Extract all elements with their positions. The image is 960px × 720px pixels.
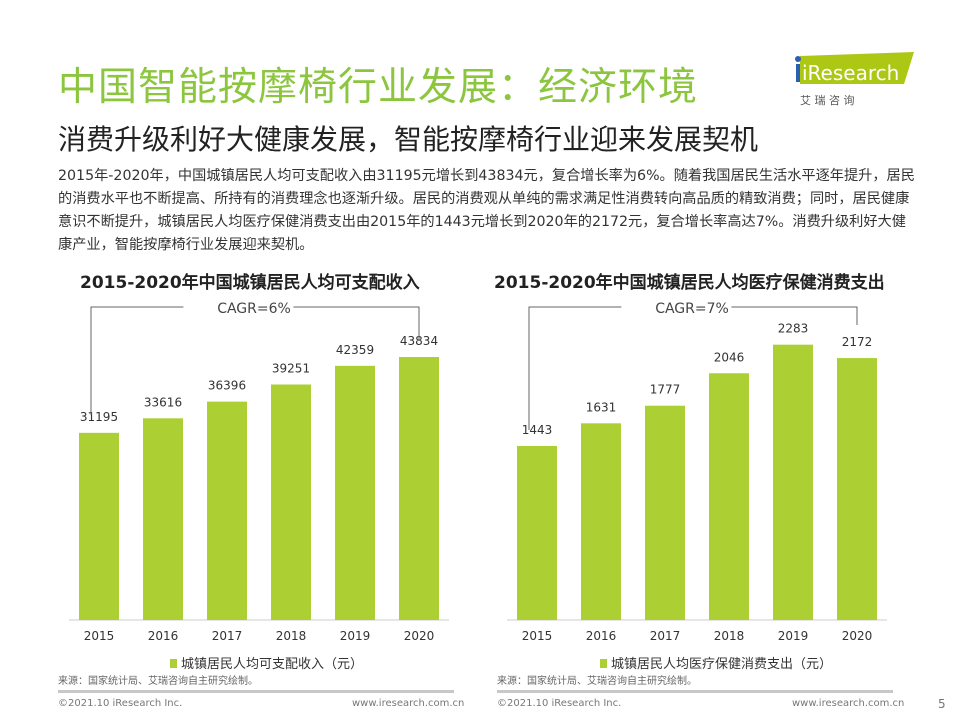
data-label: 43834 [400,334,438,348]
data-label: 31195 [80,410,118,424]
footer-rule-right [497,690,893,693]
x-tick-label: 2016 [586,629,617,643]
data-label: 36396 [208,379,246,393]
copyright-left: ©2021.10 iResearch Inc. [58,698,183,709]
chart1-legend: 城镇居民人均可支配收入（元） [170,653,363,672]
bar-2015 [79,432,119,620]
iresearch-logo: iResearch 艾 瑞 咨 询 [786,48,916,108]
url-left[interactable]: www.iresearch.com.cn [352,698,465,709]
data-label: 39251 [272,361,310,375]
legend-label: 城镇居民人均医疗保健消费支出（元） [611,657,833,672]
logo-cn: 艾 瑞 咨 询 [800,93,855,107]
legend-swatch [170,659,177,668]
x-tick-label: 2018 [714,629,745,643]
x-tick-label: 2018 [276,629,307,643]
chart2-legend: 城镇居民人均医疗保健消费支出（元） [600,653,832,672]
data-label: 2172 [842,335,873,349]
data-label: 1443 [522,423,553,437]
chart1-source: 来源：国家统计局、艾瑞咨询自主研究绘制。 [58,676,258,687]
x-tick-label: 2020 [842,629,873,643]
x-tick-label: 2020 [404,629,435,643]
bar-2020 [837,358,877,620]
data-label: 2283 [778,322,809,336]
page-title: 中国智能按摩椅行业发展：经济环境 [58,65,699,110]
x-tick-label: 2016 [148,629,179,643]
bar-2019 [773,344,813,620]
x-tick-label: 2015 [522,629,553,643]
page-number: 5 [938,697,946,711]
bar-2018 [271,384,311,620]
x-tick-label: 2019 [340,629,371,643]
legend-label: 城镇居民人均可支配收入（元） [181,657,364,672]
body-text: 2015年-2020年，中国城镇居民人均可支配收入由31195元增长到43834… [58,168,915,253]
cagr-label: CAGR=7% [655,301,729,317]
x-tick-label: 2017 [650,629,681,643]
footer-rule-left [58,690,454,693]
data-label: 1777 [650,383,681,397]
chart1: 31195 2015 33616 2016 36396 2017 39251 2018 4235… [69,298,449,643]
x-tick-label: 2019 [778,629,809,643]
bar-2019 [335,365,375,620]
legend-swatch [600,659,607,668]
url-right[interactable]: www.iresearch.com.cn [792,698,905,709]
cagr-label-bg [621,298,732,316]
bar-2016 [143,418,183,620]
chart2: 1443 2015 1631 2016 1777 2017 2046 2018 2283 2019… [507,298,887,643]
bar-2015 [517,445,557,620]
data-label: 2046 [714,350,745,364]
copyright-right: ©2021.10 iResearch Inc. [497,698,622,709]
logo-text: iResearch [802,61,899,85]
cagr-label: CAGR=6% [217,301,291,317]
data-label: 33616 [144,395,182,409]
bar-2017 [207,401,247,620]
page-subtitle: 消费升级利好大健康发展，智能按摩椅行业迎来发展契机 [58,123,759,156]
cagr-label-bg [183,298,294,316]
data-label: 42359 [336,343,374,357]
bar-2016 [581,423,621,620]
chart2-title: 2015-2020年中国城镇居民人均医疗保健消费支出 [494,273,885,293]
chart1-title: 2015-2020年中国城镇居民人均可支配收入 [80,273,420,293]
chart2-source: 来源：国家统计局、艾瑞咨询自主研究绘制。 [497,676,697,687]
x-tick-label: 2017 [212,629,243,643]
bar-2018 [709,373,749,620]
x-tick-label: 2015 [84,629,115,643]
bar-2017 [645,405,685,620]
bar-2020 [399,356,439,620]
data-label: 1631 [586,400,617,414]
